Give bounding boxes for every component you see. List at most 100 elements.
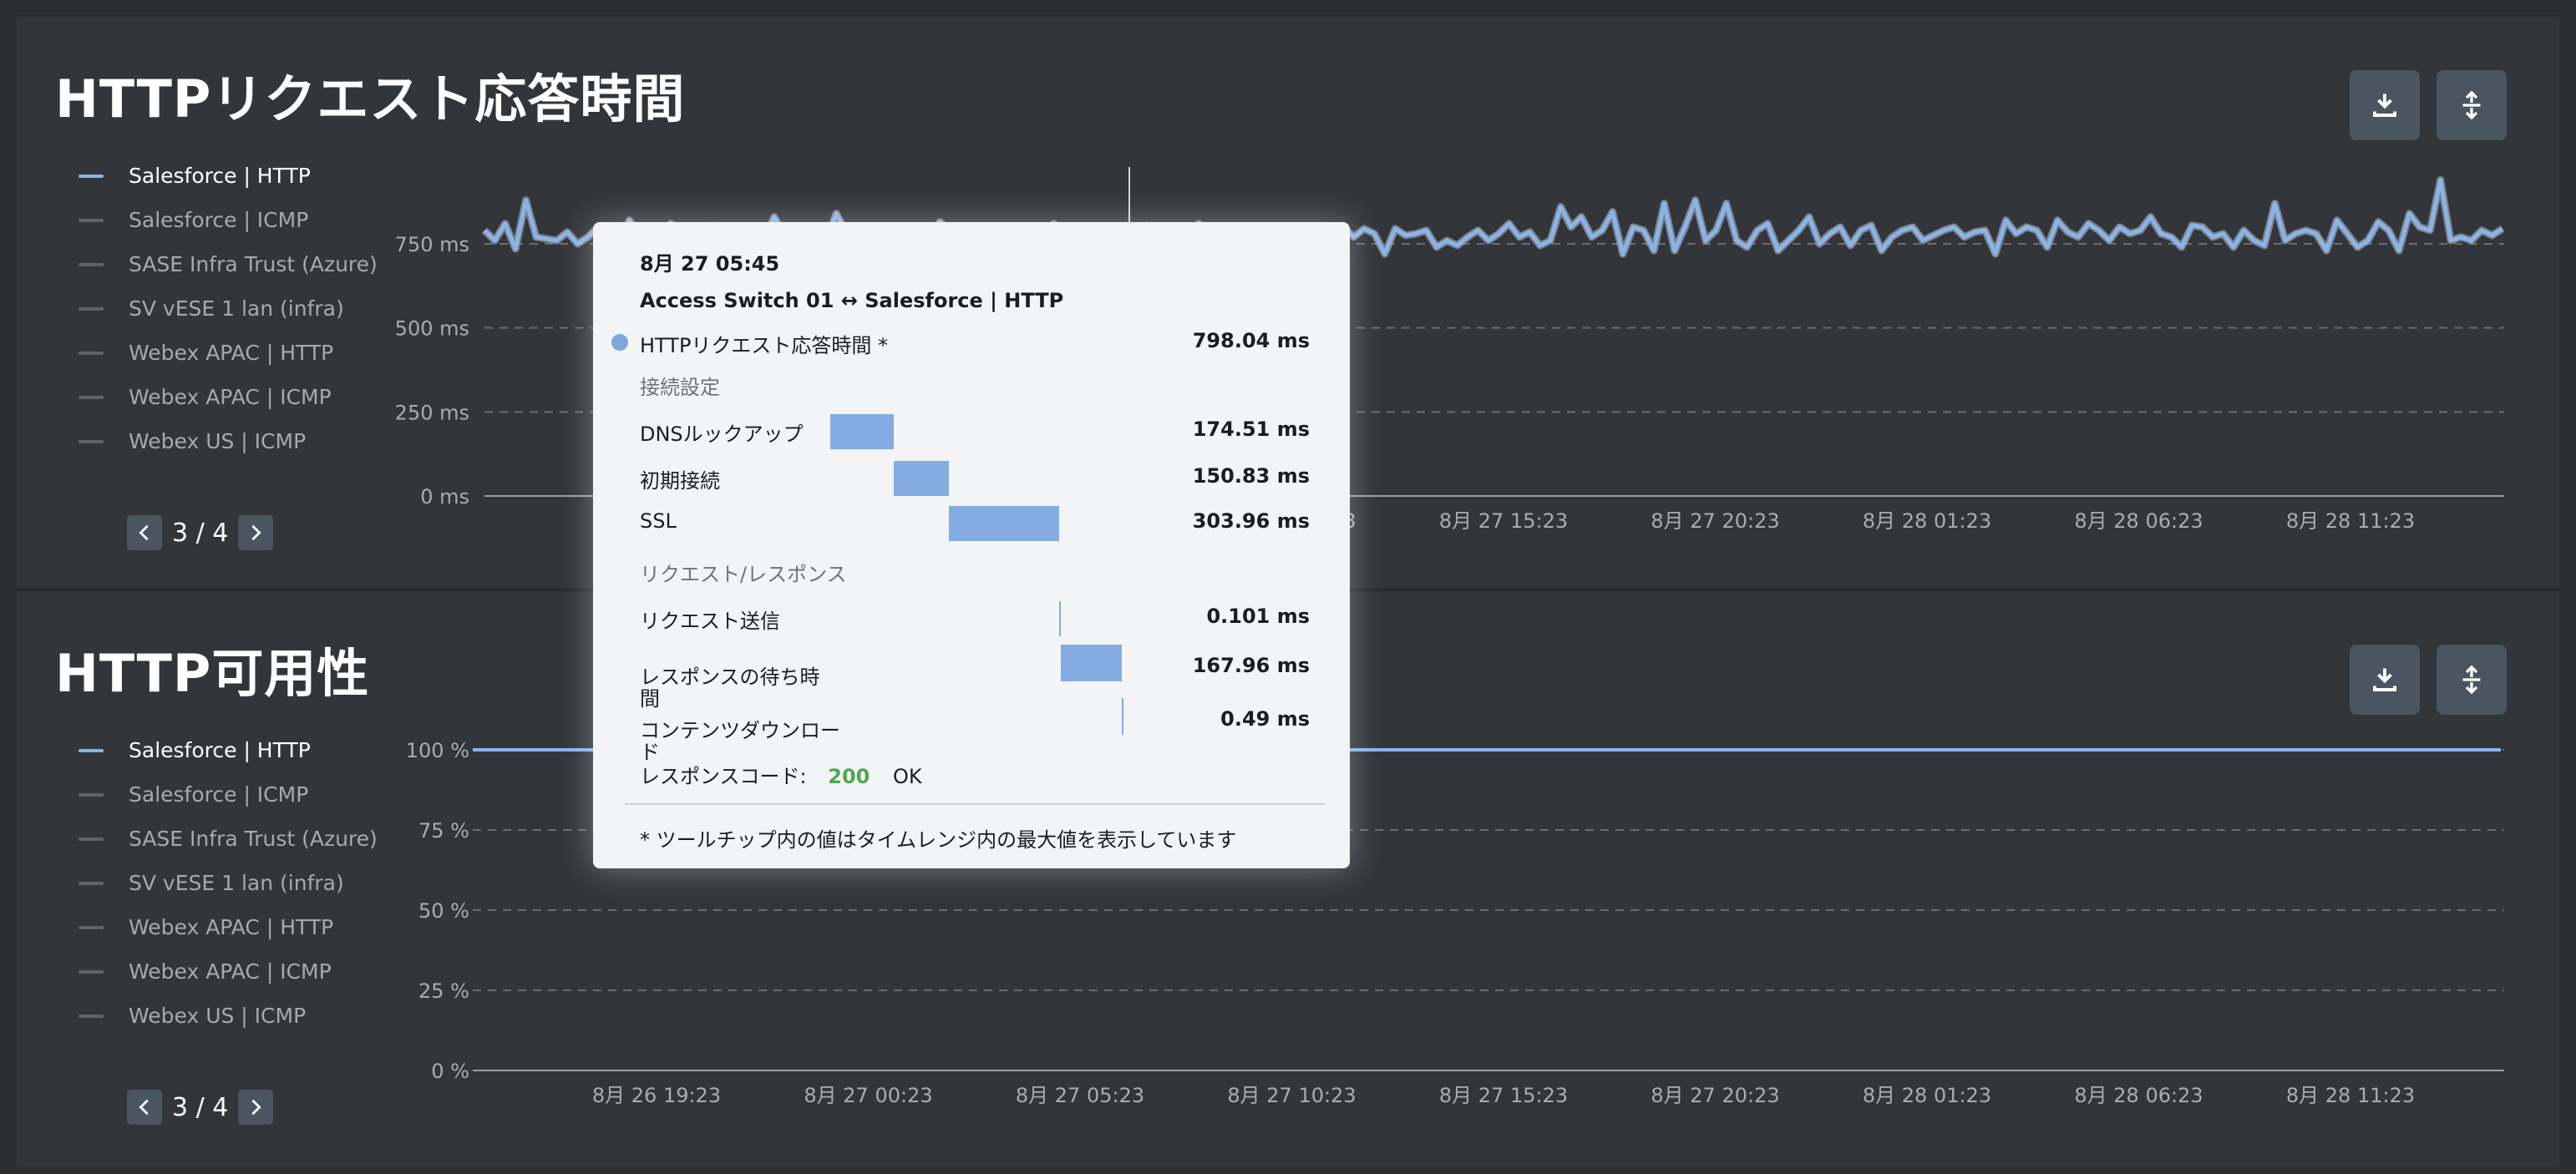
timing-label: SSL bbox=[640, 509, 677, 533]
tooltip-path: Access Switch 01 ↔ Salesforce | HTTP bbox=[640, 289, 1064, 312]
timing-label: コンテンツダウンロー ド bbox=[640, 719, 840, 764]
y-tick-label: 500 ms bbox=[395, 317, 469, 341]
legend-item[interactable]: SASE Infra Trust (Azure) bbox=[79, 817, 378, 861]
legend-swatch bbox=[79, 439, 104, 443]
x-tick-label: 8月 27 00:23 bbox=[804, 1084, 932, 1107]
chart-tooltip: 8月 27 05:45 Access Switch 01 ↔ Salesforc… bbox=[593, 222, 1350, 868]
next-page-button[interactable] bbox=[238, 515, 274, 550]
legend-label: SV vESE 1 lan (infra) bbox=[129, 296, 344, 321]
tooltip-metric-row: HTTPリクエスト応答時間 * 798.04 ms bbox=[611, 329, 1310, 358]
x-tick-label: 8月 26 19:23 bbox=[592, 1084, 721, 1107]
legend-item[interactable]: Webex US | ICMP bbox=[79, 994, 378, 1038]
legend-swatch bbox=[79, 881, 104, 885]
timing-label: 初期接続 bbox=[640, 469, 720, 493]
legend-swatch bbox=[79, 174, 104, 178]
download-button[interactable] bbox=[2350, 70, 2420, 140]
legend-swatch bbox=[79, 837, 104, 841]
legend-swatch bbox=[79, 748, 104, 752]
download-button[interactable] bbox=[2350, 645, 2420, 715]
timing-value: 167.96 ms bbox=[1192, 654, 1310, 677]
response-code-row: レスポンスコード: 200 OK bbox=[640, 760, 1310, 789]
response-time-title: HTTPリクエスト応答時間 bbox=[55, 68, 686, 129]
expand-button[interactable] bbox=[2437, 645, 2507, 715]
legend-label: Webex APAC | HTTP bbox=[129, 915, 334, 939]
legend-label: Salesforce | HTTP bbox=[129, 164, 311, 188]
y-tick-label: 0 % bbox=[431, 1060, 469, 1083]
expand-button[interactable] bbox=[2437, 70, 2507, 140]
download-icon bbox=[2373, 94, 2396, 117]
page-indicator: 3 / 4 bbox=[172, 1092, 229, 1122]
response-code: 200 bbox=[828, 765, 870, 788]
y-tick-label: 75 % bbox=[418, 819, 469, 843]
chevron-left-icon bbox=[139, 524, 149, 541]
timing-label: DNSルックアップ bbox=[640, 423, 804, 446]
metric-label: HTTPリクエスト応答時間 * bbox=[640, 334, 889, 357]
legend-swatch bbox=[79, 351, 104, 355]
legend-label: Salesforce | HTTP bbox=[129, 738, 311, 762]
x-tick-label: 8月 27 20:23 bbox=[1651, 509, 1779, 533]
legend-item[interactable]: Salesforce | ICMP bbox=[79, 198, 378, 242]
series-dot bbox=[611, 334, 628, 351]
legend-swatch bbox=[79, 925, 104, 929]
timing-row: リクエスト送信 0.101 ms bbox=[640, 605, 1310, 634]
next-page-button[interactable] bbox=[238, 1090, 274, 1125]
legend-item[interactable]: Webex APAC | HTTP bbox=[79, 905, 378, 949]
legend-swatch bbox=[79, 306, 104, 311]
legend-label: SASE Infra Trust (Azure) bbox=[129, 827, 378, 851]
legend-label: Webex APAC | HTTP bbox=[129, 341, 334, 365]
chevron-right-icon bbox=[251, 524, 261, 541]
legend-swatch bbox=[79, 1014, 104, 1018]
legend-swatch bbox=[79, 969, 104, 974]
legend-item[interactable]: Salesforce | HTTP bbox=[79, 154, 378, 198]
timing-label: リクエスト送信 bbox=[640, 610, 780, 633]
response-text: OK bbox=[893, 765, 922, 788]
tooltip-divider bbox=[625, 803, 1325, 805]
metric-value: 798.04 ms bbox=[1192, 329, 1310, 352]
response-time-legend: Salesforce | HTTP Salesforce | ICMP SASE… bbox=[79, 154, 378, 463]
legend-label: Salesforce | ICMP bbox=[129, 782, 309, 807]
section-request-label: リクエスト/レスポンス bbox=[640, 563, 847, 586]
x-tick-label: 8月 27 20:23 bbox=[1651, 1084, 1779, 1107]
y-tick-label: 750 ms bbox=[395, 233, 469, 256]
legend-item[interactable]: Webex US | ICMP bbox=[79, 419, 378, 463]
legend-label: SV vESE 1 lan (infra) bbox=[129, 871, 344, 895]
waterfall-bar bbox=[1061, 645, 1123, 681]
prev-page-button[interactable] bbox=[127, 1090, 162, 1125]
tooltip-footnote: * ツールチップ内の値はタイムレンジ内の最大値を表示しています bbox=[640, 828, 1237, 852]
x-tick-label: 8月 27 15:23 bbox=[1439, 1084, 1568, 1107]
x-tick-label: 8月 27 15:23 bbox=[1439, 509, 1568, 533]
legend-item[interactable]: SASE Infra Trust (Azure) bbox=[79, 242, 378, 286]
legend-label: Webex US | ICMP bbox=[129, 429, 307, 453]
legend-label: Webex APAC | ICMP bbox=[129, 385, 332, 409]
page-indicator: 3 / 4 bbox=[172, 518, 229, 548]
legend-label: Webex US | ICMP bbox=[129, 1004, 307, 1028]
legend-swatch bbox=[79, 218, 104, 222]
legend-label: Webex APAC | ICMP bbox=[129, 959, 332, 984]
legend-swatch bbox=[79, 395, 104, 399]
y-tick-label: 50 % bbox=[418, 899, 469, 923]
timing-value: 303.96 ms bbox=[1192, 509, 1310, 533]
timing-value: 150.83 ms bbox=[1192, 464, 1310, 488]
legend-item[interactable]: Webex APAC | ICMP bbox=[79, 375, 378, 419]
timing-row: SSL 303.96 ms bbox=[640, 509, 1310, 533]
timing-row: DNSルックアップ 174.51 ms bbox=[640, 417, 1310, 447]
legend-item[interactable]: SV vESE 1 lan (infra) bbox=[79, 861, 378, 905]
legend-item[interactable]: Webex APAC | HTTP bbox=[79, 331, 378, 375]
timing-value: 0.101 ms bbox=[1206, 605, 1310, 628]
expand-vertical-icon bbox=[2462, 665, 2481, 695]
legend-item[interactable]: Salesforce | HTTP bbox=[79, 728, 378, 772]
chevron-left-icon bbox=[139, 1099, 149, 1116]
legend-swatch bbox=[79, 792, 104, 797]
legend-label: SASE Infra Trust (Azure) bbox=[129, 252, 378, 276]
timing-value: 174.51 ms bbox=[1192, 417, 1310, 441]
legend-item[interactable]: Salesforce | ICMP bbox=[79, 772, 378, 817]
legend-item[interactable]: SV vESE 1 lan (infra) bbox=[79, 286, 378, 331]
y-tick-label: 250 ms bbox=[395, 401, 469, 424]
response-code-label: レスポンスコード: bbox=[640, 765, 807, 788]
legend-item[interactable]: Webex APAC | ICMP bbox=[79, 949, 378, 994]
prev-page-button[interactable] bbox=[127, 515, 162, 550]
legend-pager: 3 / 4 bbox=[127, 515, 274, 550]
legend-pager: 3 / 4 bbox=[127, 1090, 274, 1125]
waterfall-bar bbox=[830, 414, 894, 449]
x-tick-label: 8月 28 11:23 bbox=[2286, 1084, 2415, 1107]
